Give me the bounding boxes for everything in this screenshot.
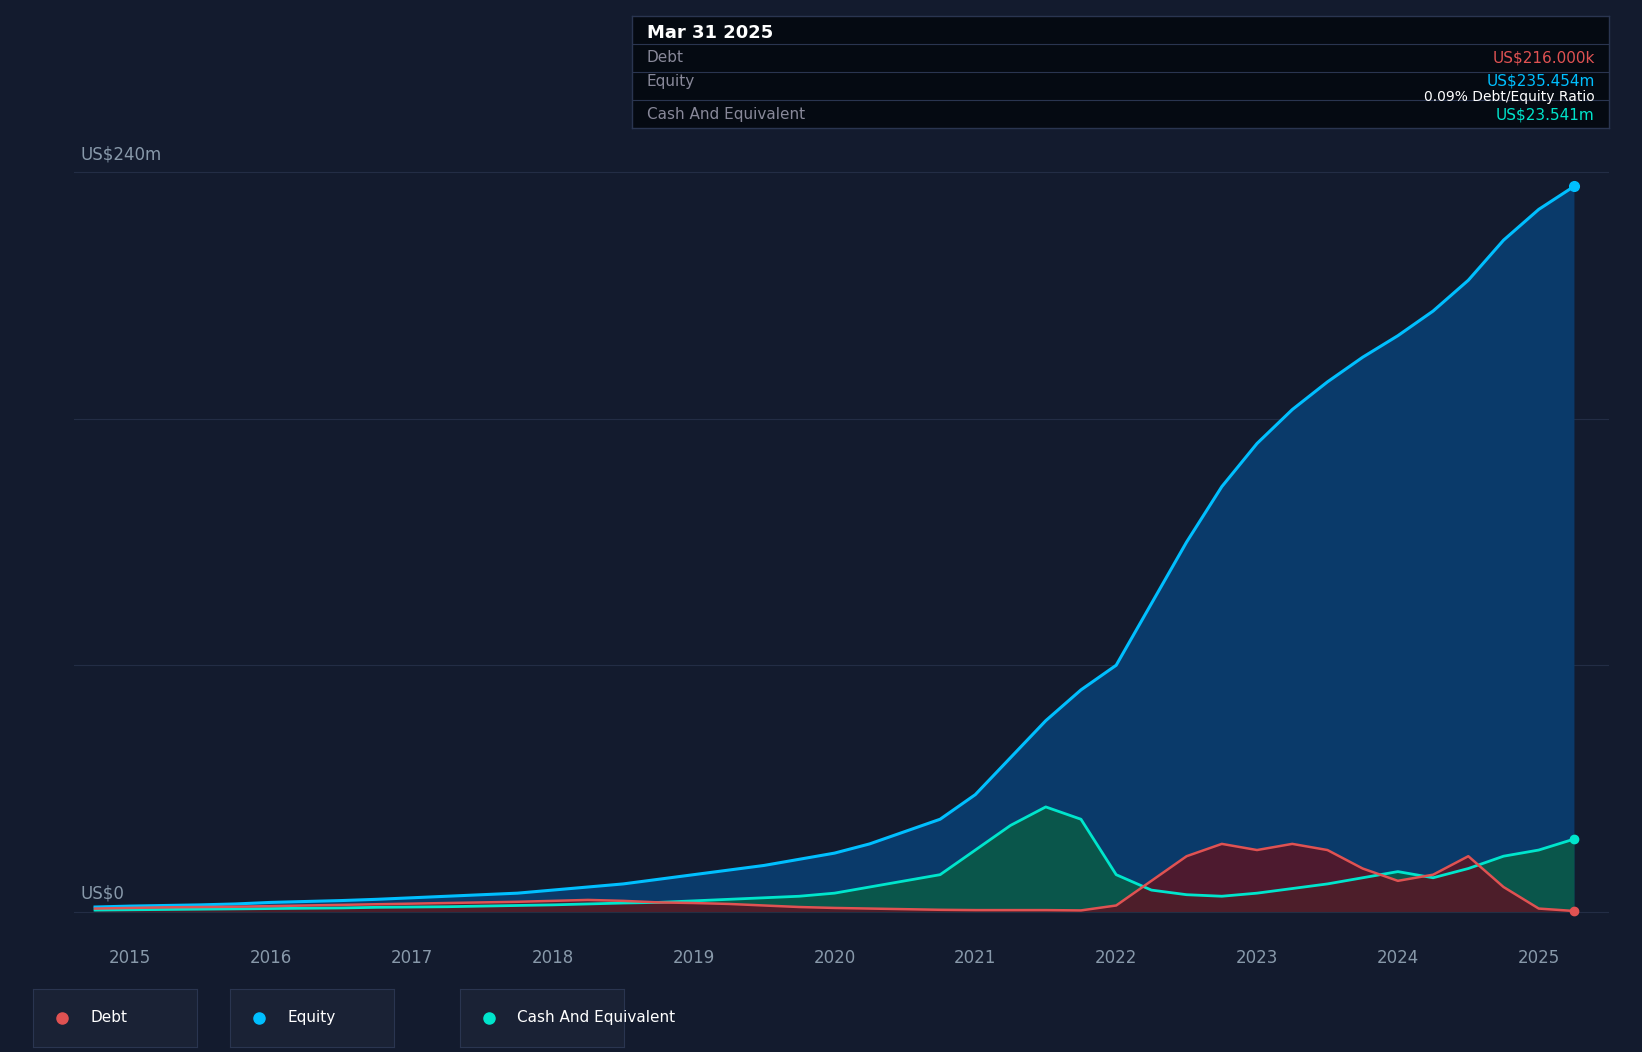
Text: Equity: Equity xyxy=(287,1010,335,1026)
Text: Equity: Equity xyxy=(647,74,695,88)
Text: Mar 31 2025: Mar 31 2025 xyxy=(647,23,773,42)
Text: Debt: Debt xyxy=(647,50,683,65)
Text: Cash And Equivalent: Cash And Equivalent xyxy=(517,1010,675,1026)
Text: US$235.454m: US$235.454m xyxy=(1486,74,1594,88)
Text: Cash And Equivalent: Cash And Equivalent xyxy=(647,107,805,122)
Text: 0.09% Debt/Equity Ratio: 0.09% Debt/Equity Ratio xyxy=(1424,89,1594,104)
Text: US$0: US$0 xyxy=(80,885,125,903)
Text: Debt: Debt xyxy=(90,1010,128,1026)
Text: US$216.000k: US$216.000k xyxy=(1493,50,1594,65)
Text: US$240m: US$240m xyxy=(80,145,163,163)
Text: US$23.541m: US$23.541m xyxy=(1496,107,1594,122)
